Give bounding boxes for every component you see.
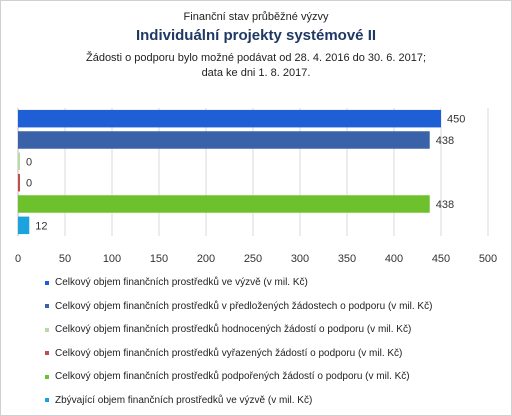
x-tick-label: 250	[244, 253, 262, 265]
chart-subtitle-line-2: data ke dni 1. 8. 2017.	[201, 67, 311, 79]
bar-labels: 450 438 0 0 438 12	[26, 114, 465, 233]
legend-swatch	[45, 280, 49, 285]
x-tick-label: 200	[197, 253, 215, 265]
legend-item: Celkový objem finančních prostředků v př…	[45, 295, 505, 319]
bar-value-label: 0	[26, 156, 32, 168]
chart-subtitle-line-1: Žádosti o podporu bylo možné podávat od …	[85, 52, 427, 64]
bar-value-label: 12	[35, 220, 47, 232]
x-tick-label: 400	[385, 253, 403, 265]
legend-item: Celkový objem finančních prostředků ve v…	[45, 271, 505, 295]
legend-item: Celkový objem finančních prostředků podp…	[45, 365, 505, 389]
gridlines	[17, 108, 489, 236]
legend-label: Celkový objem finančních prostředků ve v…	[55, 277, 308, 289]
bar-value-label: 450	[447, 114, 465, 126]
x-tick-label: 100	[103, 253, 121, 265]
legend-swatch	[45, 327, 49, 332]
x-tick-label: 450	[432, 253, 450, 265]
legend-swatch	[45, 351, 49, 356]
x-tick-label: 500	[479, 253, 497, 265]
bars	[18, 109, 441, 235]
x-tick-label: 300	[291, 253, 309, 265]
legend-swatch	[45, 304, 49, 309]
legend-label: Celkový objem finančních prostředků vyřa…	[55, 347, 403, 359]
bar-5	[18, 195, 430, 213]
legend-swatch	[45, 398, 49, 403]
legend-item: Celkový objem finančních prostředků vyřa…	[45, 342, 505, 366]
x-tick-label: 350	[338, 253, 356, 265]
bar-4	[18, 173, 20, 192]
x-tick-label: 150	[150, 253, 168, 265]
bar-value-label: 438	[436, 135, 454, 147]
bar-value-label: 438	[436, 199, 454, 211]
legend-swatch	[45, 374, 49, 379]
bar-1	[18, 109, 441, 128]
legend-label: Celkový objem finančních prostředků hodn…	[55, 324, 412, 336]
legend-label: Zbývající objem finančních prostředků ve…	[55, 394, 313, 406]
chart-title-line-2: Individuální projekty systémové II	[135, 27, 377, 44]
chart-title-line-1: Finanční stav průběžné výzvy	[183, 11, 329, 23]
x-tick-label: 0	[15, 253, 21, 265]
legend-label: Celkový objem finančních prostředků podp…	[55, 371, 410, 383]
bar-6	[18, 216, 30, 235]
bar-2	[18, 131, 430, 149]
legend-item: Celkový objem finančních prostředků hodn…	[45, 318, 505, 342]
x-tick-labels: 0 50 100 150 200 250 300 350 400 450 500	[15, 253, 497, 265]
legend: Celkový objem finančních prostředků ve v…	[45, 271, 505, 412]
bar-3	[18, 152, 20, 171]
x-tick-label: 50	[59, 253, 71, 265]
legend-label: Celkový objem finančních prostředků v př…	[55, 300, 433, 312]
bar-value-label: 0	[26, 178, 32, 190]
legend-item: Zbývající objem finančních prostředků ve…	[45, 389, 505, 413]
